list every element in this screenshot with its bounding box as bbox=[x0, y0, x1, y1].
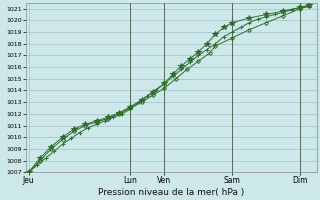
X-axis label: Pression niveau de la mer( hPa ): Pression niveau de la mer( hPa ) bbox=[98, 188, 244, 197]
